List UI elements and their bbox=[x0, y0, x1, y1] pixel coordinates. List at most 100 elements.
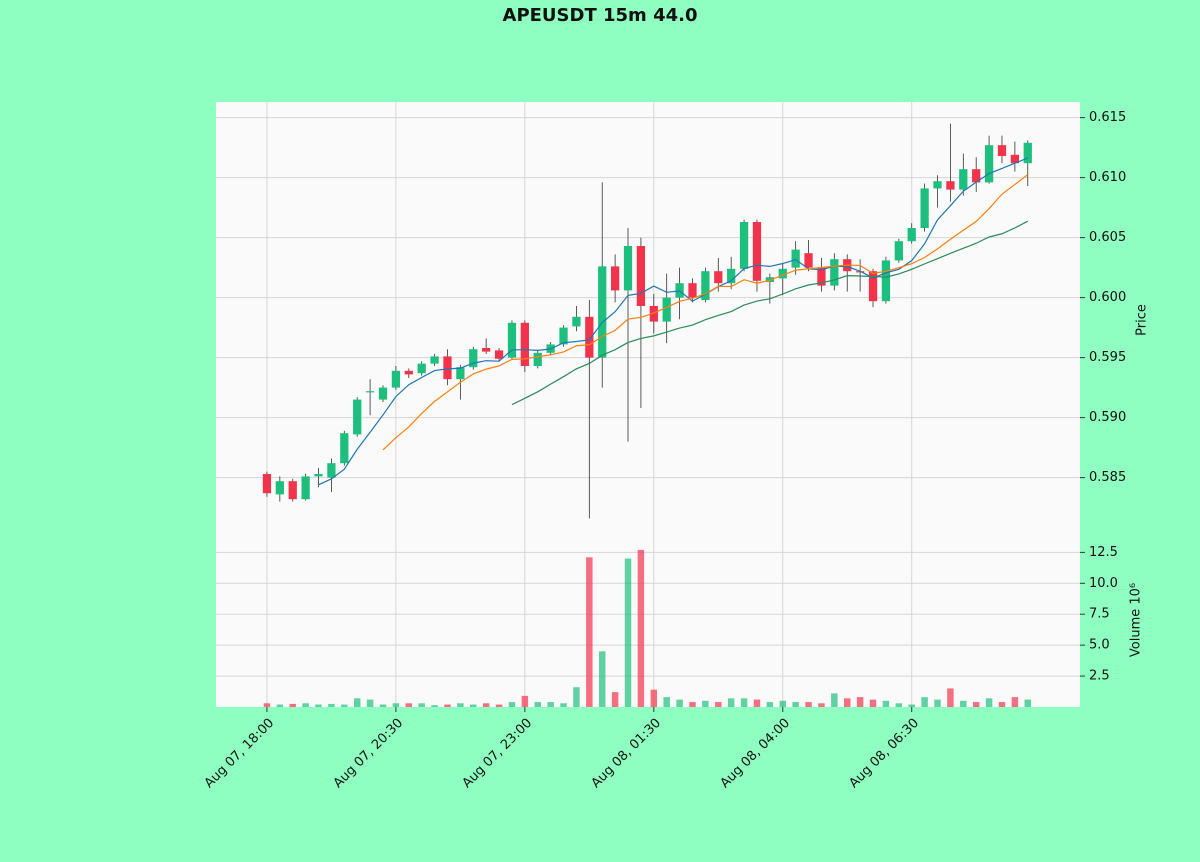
candle-body bbox=[314, 474, 323, 477]
volume-bar bbox=[805, 702, 812, 707]
volume-bar bbox=[328, 703, 335, 707]
candle-body bbox=[1023, 142, 1032, 164]
y-tick-label: 0.595 bbox=[1089, 350, 1126, 365]
volume-bar bbox=[831, 693, 838, 707]
volume-bar bbox=[547, 702, 554, 707]
candle-body bbox=[959, 169, 968, 190]
volume-bar bbox=[895, 703, 903, 707]
candle-body bbox=[662, 297, 671, 322]
volume-bar bbox=[521, 695, 529, 707]
volume-bar bbox=[882, 700, 890, 707]
volume-bar bbox=[921, 697, 928, 707]
x-tick-label: Aug 07, 23:00 bbox=[460, 716, 536, 792]
moving-average-line bbox=[382, 174, 1029, 451]
volume-bar bbox=[715, 702, 722, 707]
candle-body bbox=[494, 350, 504, 359]
chart-title: APEUSDT 15m 44.0 bbox=[503, 5, 698, 26]
candle-body bbox=[636, 246, 646, 306]
volume-bar bbox=[405, 703, 413, 707]
candle-body bbox=[585, 316, 594, 358]
volume-bar bbox=[1011, 697, 1019, 707]
volume-bar bbox=[869, 699, 877, 707]
y-tick-label: 0.590 bbox=[1089, 410, 1126, 425]
volume-tick-label: 2.5 bbox=[1089, 669, 1110, 684]
volume-bar bbox=[624, 558, 632, 707]
volume-bar bbox=[341, 704, 348, 707]
volume-bar bbox=[431, 705, 438, 707]
candle-body bbox=[378, 387, 388, 400]
volume-bar bbox=[663, 697, 670, 707]
volume-bar bbox=[637, 549, 645, 707]
candle-body bbox=[391, 370, 401, 388]
volume-bar bbox=[972, 702, 980, 707]
volume-bar bbox=[676, 699, 683, 707]
candle-body bbox=[1010, 154, 1020, 164]
volume-bar bbox=[315, 704, 322, 707]
volume-bar bbox=[779, 700, 786, 707]
x-tick-label: Aug 08, 04:00 bbox=[718, 716, 794, 792]
candle-body bbox=[404, 370, 413, 375]
volume-bar bbox=[844, 698, 851, 707]
volume-bar bbox=[947, 688, 954, 707]
candle-body bbox=[327, 463, 336, 478]
volume-bar bbox=[482, 703, 490, 707]
candle-body bbox=[443, 356, 452, 380]
candle-body bbox=[765, 277, 774, 282]
volume-bar bbox=[934, 699, 941, 707]
candle-body bbox=[778, 268, 787, 279]
candle-body bbox=[340, 433, 349, 464]
volume-bar bbox=[470, 704, 477, 707]
candle-body bbox=[881, 260, 891, 302]
volume-bar bbox=[289, 703, 296, 707]
volume-bar bbox=[353, 698, 361, 707]
volume-bar bbox=[856, 697, 864, 707]
candle-body bbox=[907, 228, 916, 242]
candle-body bbox=[430, 356, 439, 364]
volume-bar bbox=[818, 703, 825, 707]
candle-body bbox=[946, 181, 955, 190]
volume-bar bbox=[392, 703, 400, 707]
volume-tick-label: 7.5 bbox=[1089, 607, 1110, 622]
candle-body bbox=[649, 306, 658, 322]
volume-bar bbox=[1024, 699, 1031, 707]
volume-bar bbox=[689, 702, 696, 707]
volume-bar bbox=[702, 700, 709, 707]
volume-bar bbox=[908, 704, 915, 707]
candle-body bbox=[997, 145, 1007, 156]
candle-body bbox=[804, 253, 813, 268]
candle-body bbox=[714, 271, 723, 284]
volume-bar bbox=[727, 698, 735, 707]
candle-body bbox=[610, 266, 620, 291]
volume-bar bbox=[263, 703, 271, 707]
volume-bar bbox=[960, 700, 967, 707]
candle-body bbox=[984, 145, 994, 183]
candle-body bbox=[262, 474, 272, 494]
candle-body bbox=[572, 316, 581, 327]
volume-bar bbox=[985, 698, 993, 707]
y-tick-label: 0.585 bbox=[1089, 470, 1126, 485]
volume-bar bbox=[276, 704, 284, 707]
x-tick-label: Aug 08, 01:30 bbox=[589, 716, 665, 792]
candle-body bbox=[288, 481, 297, 500]
volume-bar bbox=[650, 689, 658, 707]
candle-body bbox=[598, 266, 607, 358]
candle-body bbox=[417, 363, 426, 374]
candle-body bbox=[533, 352, 542, 366]
volume-tick-label: 10.0 bbox=[1089, 576, 1118, 591]
volume-bar bbox=[740, 698, 748, 707]
candle-body bbox=[301, 476, 310, 500]
candle-body bbox=[353, 399, 362, 435]
volume-bar bbox=[457, 703, 464, 707]
candle-body bbox=[507, 322, 517, 358]
volume-bar bbox=[379, 704, 387, 707]
x-tick-label: Aug 08, 06:30 bbox=[846, 716, 922, 792]
candle-body bbox=[933, 181, 942, 189]
volume-tick-label: 5.0 bbox=[1089, 638, 1110, 653]
candle-body bbox=[520, 322, 529, 366]
volume-bar bbox=[598, 651, 606, 707]
candle-body bbox=[739, 222, 749, 269]
candle-body bbox=[817, 267, 826, 286]
candle-body bbox=[456, 367, 465, 380]
volume-bar bbox=[611, 692, 619, 707]
